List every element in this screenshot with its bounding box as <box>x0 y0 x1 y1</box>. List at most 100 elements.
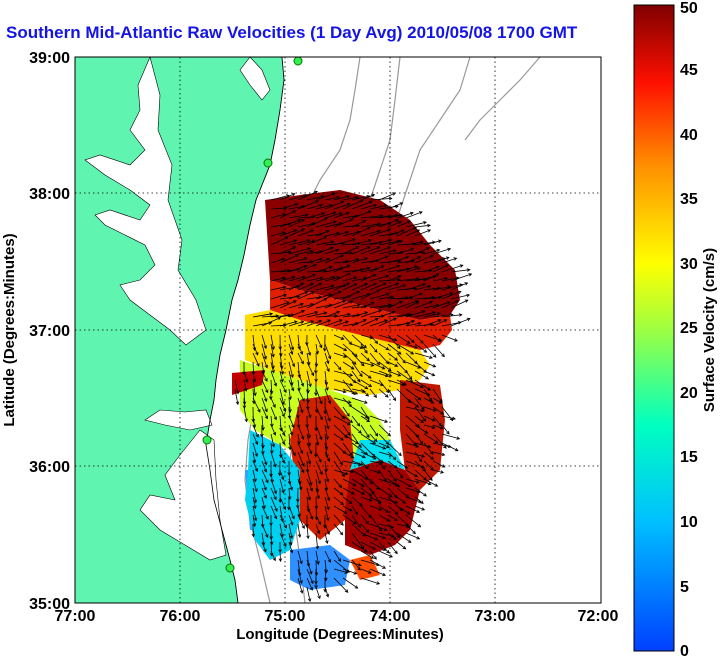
velocity-vector-head <box>444 276 449 281</box>
velocity-vector <box>387 297 409 300</box>
velocity-vector <box>378 442 390 448</box>
velocity-vector <box>279 550 281 562</box>
velocity-vector <box>297 311 318 318</box>
velocity-vector-head <box>291 424 295 429</box>
velocity-vector-head <box>323 410 327 415</box>
velocity-vector-head <box>314 572 319 577</box>
velocity-vector-head <box>375 317 379 322</box>
velocity-vector <box>387 487 398 498</box>
velocity-vector-head <box>309 482 313 486</box>
velocity-vector-head <box>415 301 420 305</box>
velocity-vector <box>261 343 267 360</box>
velocity-vector <box>351 312 368 318</box>
velocity-vector <box>306 442 312 454</box>
velocity-vector <box>306 460 309 473</box>
velocity-vector-head <box>280 476 285 481</box>
velocity-vector-head <box>378 507 383 511</box>
velocity-vector <box>342 496 352 504</box>
velocity-vector <box>270 294 287 300</box>
velocity-vector <box>333 469 348 475</box>
velocity-vector-head <box>322 269 327 273</box>
velocity-vector <box>423 312 440 318</box>
velocity-vector <box>342 568 357 575</box>
velocity-vector <box>432 442 451 448</box>
velocity-vector-head <box>283 323 287 328</box>
velocity-vector <box>351 406 369 418</box>
velocity-vector-head <box>370 555 375 559</box>
velocity-vector-head <box>385 346 390 351</box>
velocity-vector <box>297 216 315 219</box>
velocity-vector <box>324 532 328 544</box>
velocity-vector <box>297 514 305 529</box>
velocity-vector <box>441 415 456 420</box>
velocity-vector-head <box>303 257 308 261</box>
velocity-vector-head <box>291 363 296 368</box>
velocity-vector <box>351 267 370 273</box>
velocity-vector-head <box>394 500 399 504</box>
velocity-vector <box>405 442 419 448</box>
velocity-vector <box>423 249 440 255</box>
velocity-vector-head <box>317 480 321 485</box>
velocity-vector-head <box>273 496 277 501</box>
velocity-vector-head <box>301 219 305 223</box>
velocity-vector <box>279 240 297 246</box>
velocity-vector <box>369 388 377 398</box>
velocity-vector <box>342 291 360 300</box>
velocity-vector <box>396 260 415 264</box>
velocity-vector <box>441 300 459 309</box>
velocity-vector <box>324 254 344 264</box>
velocity-vector <box>306 559 312 575</box>
velocity-vector <box>279 352 283 369</box>
velocity-vector-head <box>252 459 257 464</box>
velocity-vector <box>414 379 431 391</box>
velocity-vector <box>387 352 398 361</box>
velocity-vector-head <box>297 513 301 518</box>
velocity-vector <box>306 523 309 539</box>
velocity-vector <box>315 204 333 210</box>
velocity-vector-head <box>421 250 426 255</box>
velocity-vector <box>360 204 377 210</box>
velocity-vector-head <box>431 425 436 429</box>
velocity-vector-head <box>282 231 286 235</box>
velocity-vector-head <box>366 266 371 270</box>
velocity-vector <box>333 415 351 426</box>
velocity-vector-head <box>409 211 414 216</box>
velocity-vector <box>360 559 380 566</box>
velocity-vector <box>333 238 356 246</box>
velocity-vector-head <box>381 314 385 318</box>
velocity-vector-head <box>386 518 391 522</box>
velocity-vector <box>315 433 319 446</box>
velocity-vector-head <box>423 349 428 353</box>
velocity-vector-head <box>353 521 357 525</box>
velocity-vector <box>405 229 420 237</box>
velocity-vector <box>342 361 355 370</box>
velocity-vector <box>333 568 348 574</box>
velocity-vector <box>297 568 303 584</box>
velocity-vector-head <box>314 427 318 432</box>
velocity-vector <box>387 214 402 219</box>
velocity-vector-head <box>291 515 295 520</box>
velocity-vector <box>360 523 370 533</box>
y-tick: 35:00 <box>29 596 70 613</box>
velocity-vector <box>252 487 257 503</box>
velocity-vector <box>279 321 298 327</box>
velocity-vector-head <box>253 505 257 510</box>
velocity-vector <box>288 379 294 391</box>
velocity-vector-head <box>310 580 314 585</box>
velocity-vector-head <box>382 446 387 450</box>
velocity-vector <box>279 276 295 282</box>
velocity-vector-head <box>299 351 304 355</box>
velocity-vector-head <box>427 481 432 486</box>
velocity-vector-head <box>350 454 355 459</box>
velocity-vector <box>360 505 372 518</box>
velocity-vector <box>360 514 369 525</box>
velocity-vector <box>387 202 403 210</box>
velocity-vector <box>333 442 347 454</box>
velocity-vector <box>360 532 378 541</box>
velocity-vector <box>315 469 321 484</box>
velocity-vector <box>378 388 389 398</box>
velocity-vector-head <box>406 340 411 344</box>
velocity-vector <box>378 352 389 364</box>
velocity-vector-head <box>343 347 348 351</box>
velocity-vector-head <box>416 480 420 484</box>
